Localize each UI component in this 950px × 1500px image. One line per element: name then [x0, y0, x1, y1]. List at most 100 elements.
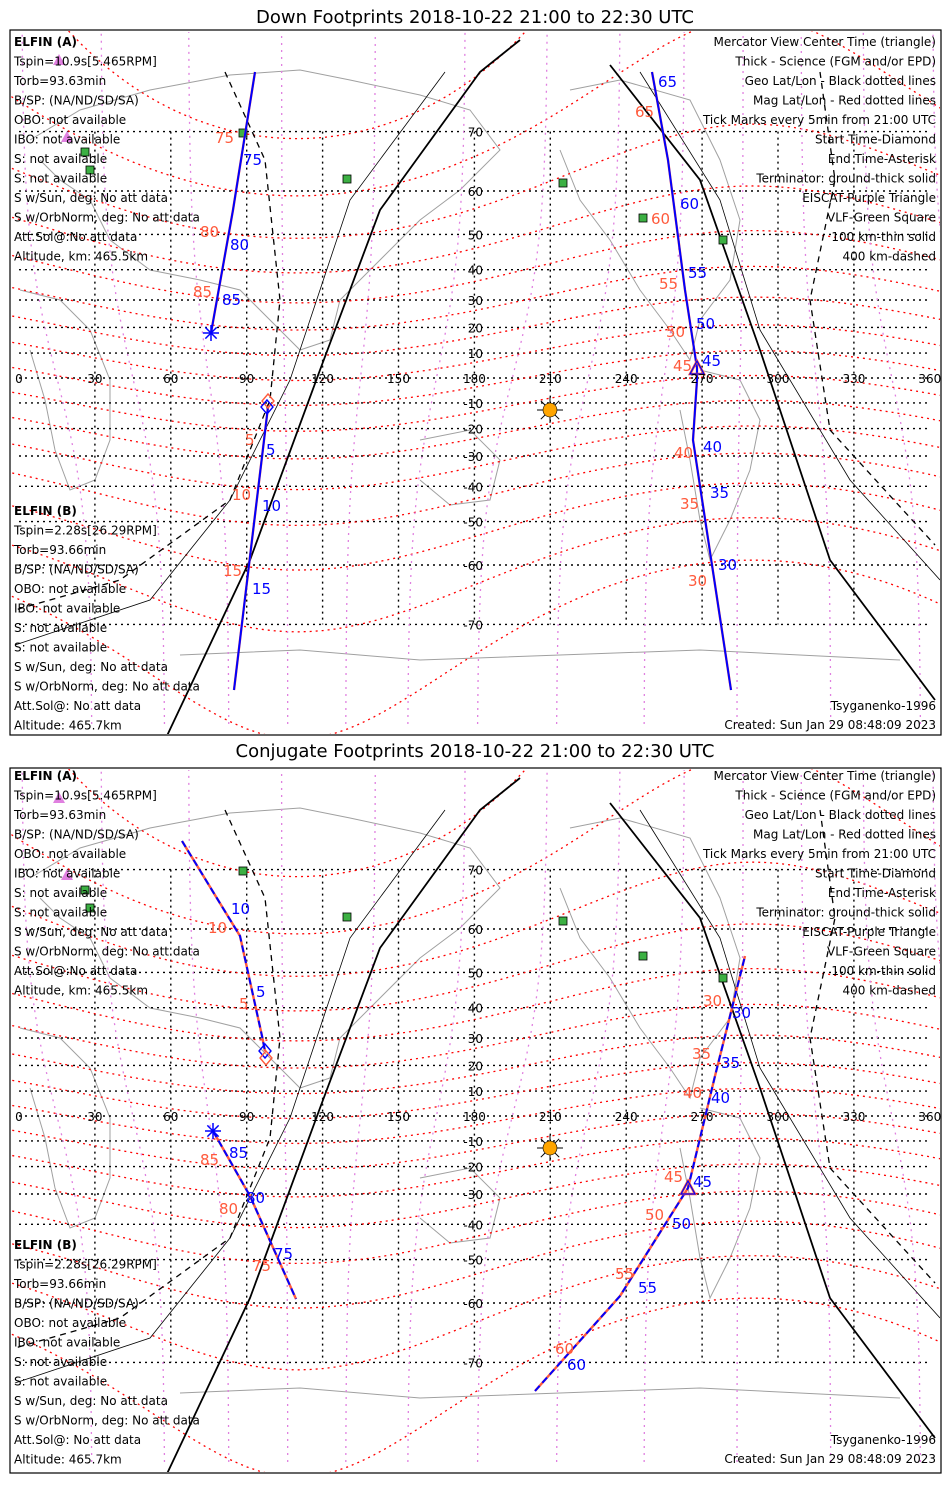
end-time-asterisk [203, 325, 219, 341]
conjugate-footprints-panel: Conjugate Footprints 2018-10-22 21:00 to… [9, 741, 942, 1474]
coastline [559, 817, 741, 1100]
mag-lat-line [11, 1062, 940, 1120]
mag-lat-line [11, 374, 940, 432]
vlf-station-square [85, 903, 95, 913]
lon-label: 360 [918, 1110, 941, 1124]
track-tick-label: 30 [703, 992, 722, 1010]
lat-label: 30 [468, 1032, 483, 1046]
track-tick-label: 55 [615, 1265, 634, 1283]
terminator-ground [166, 39, 521, 734]
legend-item: Mercator View Center Time (triangle) [714, 769, 936, 783]
elfin-a-info-line: S: not available [14, 886, 107, 900]
mag-lon-line [100, 770, 166, 1462]
track-tick-label: 75 [274, 1245, 293, 1263]
track-tick-label: 75 [215, 129, 234, 147]
legend-item: Terminator: ground-thick solid [755, 906, 936, 920]
view-center-triangle [688, 359, 706, 375]
terminator-ground [609, 64, 936, 701]
mag-lat-line [11, 349, 940, 407]
coastline [179, 649, 901, 661]
track-tick-label: 65 [635, 103, 654, 121]
elfin-b-info-line: Att.Sol@: No att data [14, 1433, 141, 1447]
mag-lon-line [555, 770, 621, 1462]
map-frame [9, 767, 942, 1474]
lat-label: -20 [463, 1161, 483, 1175]
legend-item: End Time-Asterisk [828, 886, 936, 900]
elfin-b-info-line: Att.Sol@: No att data [14, 699, 141, 713]
lat-label: -50 [463, 1254, 483, 1268]
legend-item: 100 km-thin solid [831, 230, 936, 244]
panel-title: Down Footprints 2018-10-22 21:00 to 22:3… [256, 7, 694, 28]
elfin-b-info-line: S w/OrbNorm, deg: No att data [14, 1414, 200, 1428]
lon-label: 90 [239, 372, 254, 386]
coastline [679, 1107, 761, 1300]
lon-label: 150 [387, 1110, 410, 1124]
lon-label: 90 [239, 1110, 254, 1124]
elfin-a-info-line: Torb=93.63min [13, 74, 106, 88]
eiscat-triangle [53, 792, 65, 803]
mag-lon-line [407, 32, 466, 724]
legend-item: EISCAT-Purple Triangle [802, 925, 936, 939]
legend-item: Thick - Science (FGM and/or EPD) [734, 55, 936, 69]
lon-label: 270 [691, 1110, 714, 1124]
mag-lat-line [11, 324, 940, 382]
track-tick-label: 5 [245, 431, 255, 449]
terminator-100km [639, 71, 940, 581]
elfin-b-info-line: Torb=93.66min [13, 543, 106, 557]
elfin-a-name: ELFIN (A) [14, 35, 77, 49]
track-tick-label: 10 [231, 900, 250, 918]
elfin-a-info-line: Torb=93.63min [13, 808, 106, 822]
eiscat-triangle [61, 131, 73, 142]
track-tick-label: 15 [223, 562, 242, 580]
mag-lat-line [11, 31, 940, 197]
legend-item: Mag Lat/Lon - Red dotted lines [753, 828, 936, 842]
elfin-b-info-line: Altitude: 465.7km [14, 1453, 122, 1467]
track-tick-label: 40 [674, 444, 693, 462]
track-tick-label: 55 [638, 1279, 657, 1297]
elfin-b-info-line: Torb=93.66min [13, 1277, 106, 1291]
terminator-400km [809, 809, 936, 1284]
track-tick-label: 35 [680, 495, 699, 513]
mag-lat-line [67, 769, 527, 878]
sun-icon [537, 397, 563, 423]
track-tick-label: 85 [200, 1151, 219, 1169]
lon-label: 60 [163, 1110, 178, 1124]
track-tick-label: 85 [222, 291, 241, 309]
vlf-station-square [238, 866, 248, 876]
legend-item: 400 km-dashed [842, 250, 936, 264]
track-tick-label: 45 [673, 357, 692, 375]
lon-label: 330 [842, 372, 865, 386]
elfin-a-info-line: S w/Sun, deg: No att data [14, 925, 168, 939]
model-label: Tsyganenko-1996 [830, 699, 936, 713]
elfin-a-info-line: B/SP: (NA/ND/SD/SA) [14, 94, 139, 108]
end-time-asterisk [205, 1123, 221, 1139]
vlf-station-square [718, 235, 728, 245]
start-time-diamond [261, 392, 275, 410]
legend-item: Thick - Science (FGM and/or EPD) [734, 789, 936, 803]
legend-item: 100 km-thin solid [831, 964, 936, 978]
elfin-b-info-line: IBO: not available [14, 602, 120, 616]
vlf-station-square [342, 912, 352, 922]
mag-lat-line [11, 452, 940, 527]
coastline [179, 1387, 901, 1399]
lon-label: 0 [15, 1110, 23, 1124]
start-time-diamond [260, 398, 274, 416]
track-tick-label: 80 [219, 1200, 238, 1218]
elfin-a-info-line: Altitude, km: 465.5km [14, 250, 148, 264]
legend-item: Tick Marks every 5min from 21:00 UTC [702, 847, 936, 861]
track-tick-label: 75 [243, 151, 262, 169]
lon-label: 210 [539, 372, 562, 386]
lat-label: -10 [463, 397, 483, 411]
coastline [29, 807, 501, 1089]
vlf-station-square [558, 178, 568, 188]
mag-lat-line [11, 1087, 940, 1145]
terminator-ground [609, 802, 936, 1439]
track-tick-label: 35 [710, 484, 729, 502]
view-center-triangle [679, 1179, 697, 1195]
track-tick-label: 30 [732, 1004, 751, 1022]
coastline [19, 289, 111, 491]
elfin-b-info-line: B/SP: (NA/ND/SD/SA) [14, 1297, 139, 1311]
track-tick-label: 50 [645, 1206, 664, 1224]
lat-label: 40 [468, 1002, 483, 1016]
